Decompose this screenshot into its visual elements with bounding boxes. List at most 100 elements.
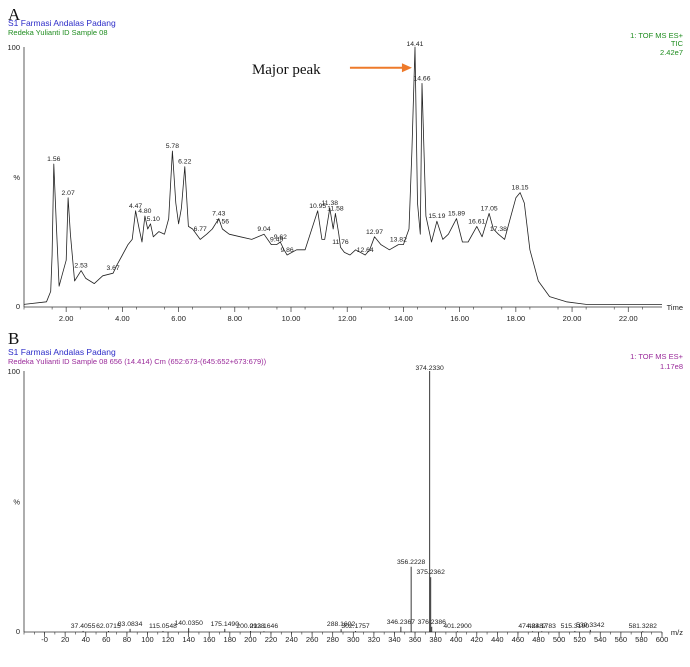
x-tick-label: -0 — [41, 635, 48, 644]
peak-label: 376.2386 — [418, 619, 447, 626]
x-tick-label: 100 — [141, 635, 154, 644]
header-intensity: 1.17e8 — [660, 362, 683, 371]
x-tick-label: 400 — [450, 635, 463, 644]
header-intensity: 2.42e7 — [660, 48, 683, 57]
peak-label: 401.2900 — [443, 623, 472, 630]
peak-label: 4.80 — [138, 208, 151, 215]
x-tick-label: 20 — [61, 635, 69, 644]
peak-label: 11.58 — [327, 205, 344, 212]
x-tick-label: 60 — [102, 635, 110, 644]
peak-label: 1.56 — [47, 156, 60, 163]
x-tick-label: 14.00 — [394, 314, 413, 323]
peak-label: 288.1602 — [327, 621, 356, 628]
peak-label: 14.41 — [406, 41, 423, 48]
peak-label: 9.04 — [257, 226, 270, 233]
x-tick-label: 580 — [635, 635, 648, 644]
x-tick-label: 200 — [244, 635, 257, 644]
x-tick-label: 40 — [82, 635, 90, 644]
x-axis-label: Time — [667, 303, 683, 312]
x-tick-label: 420 — [471, 635, 484, 644]
x-tick-label: 460 — [512, 635, 525, 644]
panel-label: B — [8, 329, 19, 348]
x-tick-label: 500 — [553, 635, 566, 644]
x-tick-label: 160 — [203, 635, 216, 644]
x-tick-label: 260 — [306, 635, 319, 644]
y-axis-unit-label: % — [13, 498, 20, 507]
x-tick-label: 540 — [594, 635, 607, 644]
x-axis-label: m/z — [671, 628, 683, 637]
x-tick-label: 10.00 — [282, 314, 301, 323]
peak-label: 4.47 — [129, 203, 142, 210]
peak-label: 581.3282 — [629, 623, 658, 630]
x-tick-label: 320 — [368, 635, 381, 644]
peak-label: 14.66 — [413, 75, 430, 82]
peak-label: 374.2330 — [415, 365, 444, 372]
x-tick-label: 520 — [573, 635, 586, 644]
annotation-arrow-head — [401, 63, 412, 73]
peak-label: 200.0928 — [236, 623, 265, 630]
x-tick-label: 240 — [285, 635, 298, 644]
peak-label: 11.38 — [322, 200, 339, 207]
peak-label: 3.67 — [106, 265, 119, 272]
peak-label: 62.0715 — [96, 623, 121, 630]
peak-label: 12.64 — [357, 247, 374, 254]
x-tick-label: 360 — [409, 635, 422, 644]
x-tick-label: 8.00 — [227, 314, 242, 323]
peak-label: 530.3342 — [576, 622, 605, 629]
peak-label: 356.2228 — [397, 559, 426, 566]
peak-label: 6.22 — [178, 159, 191, 166]
x-tick-label: 440 — [491, 635, 504, 644]
peak-label: 346.2367 — [387, 619, 416, 626]
x-tick-label: 120 — [162, 635, 175, 644]
peak-label: 18.15 — [512, 185, 529, 192]
x-tick-label: 16.00 — [450, 314, 469, 323]
y-axis-unit-label: % — [13, 173, 20, 182]
header-mode: 1: TOF MS ES+ — [630, 31, 683, 40]
x-tick-label: 20.00 — [563, 314, 582, 323]
x-tick-label: 18.00 — [506, 314, 525, 323]
peak-label: 115.0548 — [149, 623, 177, 630]
x-tick-label: 140 — [182, 635, 195, 644]
peak-label: 83.0834 — [118, 621, 143, 628]
y-tick-label-bottom: 0 — [16, 302, 20, 311]
peak-label: 13.82 — [390, 237, 407, 244]
x-tick-label: 560 — [615, 635, 628, 644]
peak-label: 6.77 — [194, 226, 207, 233]
peak-label: 2.53 — [74, 263, 87, 270]
peak-label: 7.43 — [212, 211, 225, 218]
tic-trace-line — [23, 46, 662, 305]
peak-label: 10.95 — [309, 203, 326, 210]
peak-label: 5.78 — [166, 143, 179, 150]
x-tick-label: 280 — [326, 635, 339, 644]
header-mode: 1: TOF MS ES+ — [630, 352, 683, 361]
peak-label: 12.97 — [366, 229, 383, 236]
header-title: S1 Farmasi Andalas Padang — [8, 18, 116, 28]
x-tick-label: 4.00 — [115, 314, 130, 323]
peak-label: 140.0350 — [175, 620, 204, 627]
peak-label: 7.56 — [216, 218, 229, 225]
peak-label: 175.1490 — [211, 621, 240, 628]
y-tick-label-bottom: 0 — [16, 627, 20, 636]
peak-label: 474.2487 — [518, 623, 547, 630]
peak-label: 213.1646 — [250, 623, 279, 630]
x-tick-label: 340 — [388, 635, 401, 644]
peak-label: 11.76 — [332, 239, 349, 246]
peak-label: 375.2362 — [417, 569, 446, 576]
header-title: S1 Farmasi Andalas Padang — [8, 347, 116, 357]
header-sample: Redeka Yulianti ID Sample 08 — [8, 28, 108, 37]
peak-label: 17.38 — [490, 226, 507, 233]
peak-label: 5.10 — [147, 216, 160, 223]
header-sample: Redeka Yulianti ID Sample 08 656 (14.414… — [8, 357, 267, 366]
panel-label: A — [8, 5, 21, 24]
x-tick-label: 380 — [429, 635, 442, 644]
y-tick-label-top: 100 — [7, 367, 20, 376]
x-tick-label: 600 — [656, 635, 669, 644]
x-tick-label: 12.00 — [338, 314, 357, 323]
x-tick-label: 22.00 — [619, 314, 638, 323]
x-tick-label: 480 — [532, 635, 545, 644]
x-tick-label: 80 — [123, 635, 131, 644]
